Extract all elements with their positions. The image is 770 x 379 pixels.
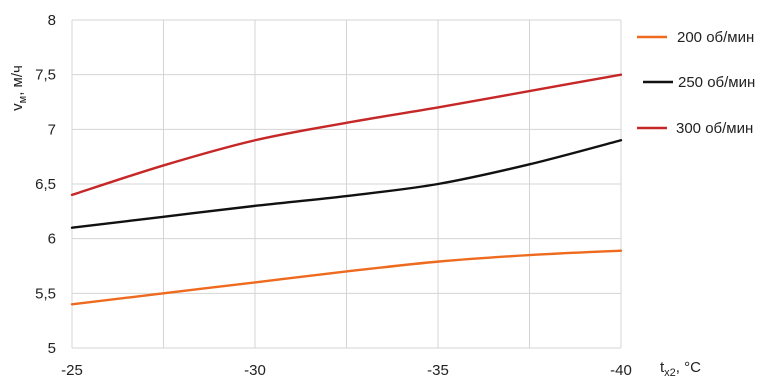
y-tick-label: 6 [48, 231, 56, 248]
y-axis-ticks: 5 5,5 6 6,5 7 7,5 8 [35, 12, 56, 357]
y-tick-label: 5,5 [35, 285, 56, 302]
x-tick-label: -35 [427, 362, 449, 379]
x-axis-ticks: -25 -30 -35 -40 [61, 362, 632, 379]
x-axis-label-main: t [660, 359, 665, 376]
legend-item: 200 об/мин [637, 29, 754, 46]
y-axis-label-main: v [9, 103, 26, 111]
y-axis-label-rest: , м/ч [9, 65, 26, 96]
y-tick-label: 7 [48, 121, 56, 138]
grid [71, 19, 622, 349]
x-axis-label-rest: , °С [676, 359, 701, 376]
y-tick-label: 6,5 [35, 176, 56, 193]
legend-label: 300 об/мин [676, 120, 753, 137]
legend-item: 300 об/мин [637, 120, 753, 137]
legend-label: 250 об/мин [678, 74, 755, 91]
y-tick-label: 5 [48, 340, 56, 357]
x-axis-label-sub: x2 [664, 367, 676, 379]
y-axis-label: vм, м/ч [9, 65, 29, 111]
x-tick-label: -40 [610, 362, 632, 379]
series-line-2 [70, 139, 623, 229]
x-tick-label: -25 [61, 362, 83, 379]
y-axis-label-sub: м [17, 96, 29, 104]
y-tick-label: 8 [48, 12, 56, 29]
series-line-1 [70, 249, 623, 306]
series-line-3 [70, 73, 623, 197]
series-lines [70, 73, 623, 306]
x-axis-label: tx2, °С [660, 359, 701, 379]
legend-label: 200 об/мин [677, 29, 754, 46]
y-tick-label: 7,5 [35, 67, 56, 84]
legend-item: 250 об/мин [643, 74, 755, 91]
legend: 200 об/мин 250 об/мин 300 об/мин [637, 29, 755, 137]
x-tick-label: -30 [244, 362, 266, 379]
